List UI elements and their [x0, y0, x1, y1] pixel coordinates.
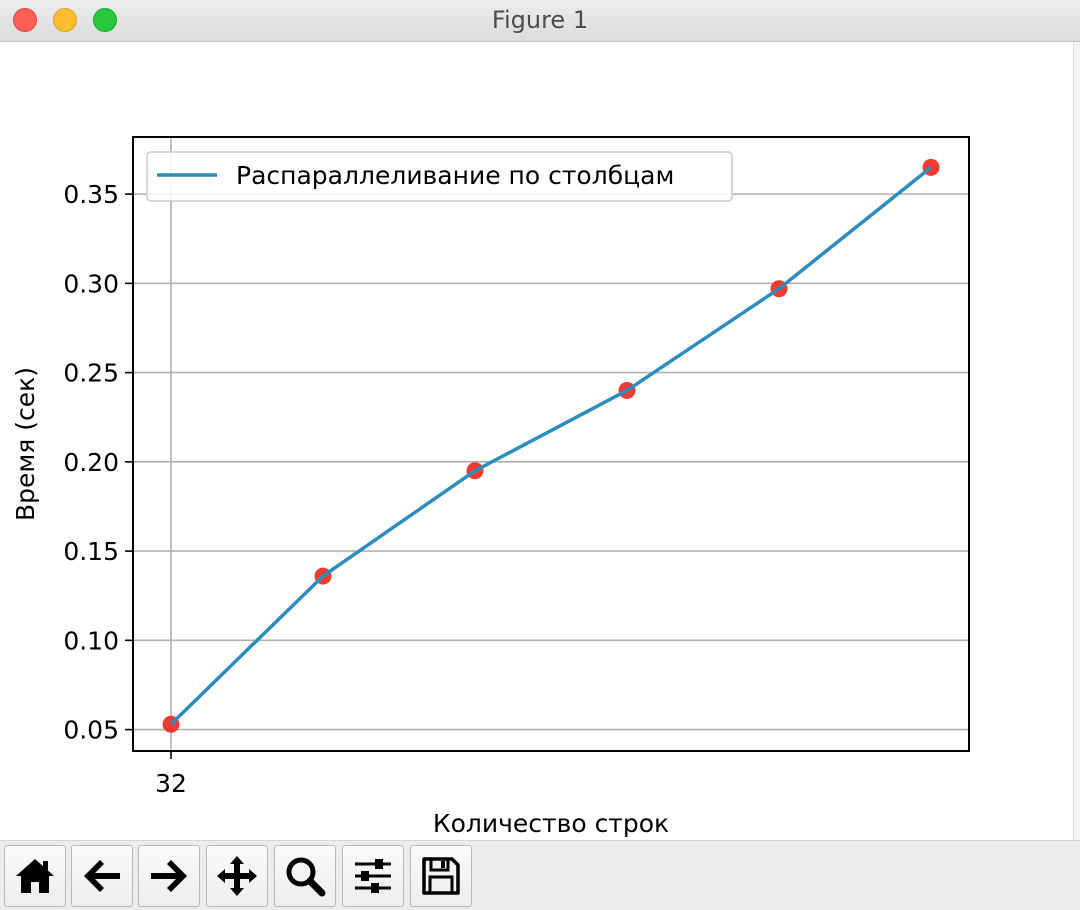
axes-frame — [132, 136, 970, 752]
sliders-icon — [355, 859, 391, 893]
forward-button[interactable] — [138, 845, 200, 907]
x-ticks: 32 — [155, 751, 187, 798]
figure-canvas[interactable]: 0.05 0.10 0.15 0.20 0.25 0.30 0.35 32 Количест… — [0, 42, 1080, 840]
grid-lines — [133, 137, 969, 751]
arrow-right-icon — [151, 860, 187, 892]
y-tick-label: 0.05 — [63, 716, 119, 745]
y-tick-label: 0.20 — [63, 448, 119, 477]
close-window-button[interactable] — [13, 8, 37, 32]
y-tick-label: 0.25 — [63, 359, 119, 388]
magnifier-icon — [286, 857, 326, 897]
legend-label: Распараллеливание по столбцам — [236, 161, 674, 190]
title-bar: Figure 1 — [0, 0, 1080, 42]
save-button[interactable] — [410, 845, 472, 907]
configure-subplots-button[interactable] — [342, 845, 404, 907]
x-axis-label: Количество строк — [433, 809, 669, 838]
pan-button[interactable] — [206, 845, 268, 907]
zoom-window-button[interactable] — [93, 8, 117, 32]
minimize-window-button[interactable] — [53, 8, 77, 32]
y-tick-label: 0.30 — [63, 269, 119, 298]
series-line — [169, 165, 933, 726]
home-button[interactable] — [4, 845, 66, 907]
legend-box — [146, 151, 733, 202]
arrow-left-icon — [84, 860, 120, 892]
back-button[interactable] — [71, 845, 133, 907]
y-tick-label: 0.10 — [63, 626, 119, 655]
home-icon — [16, 859, 54, 893]
x-tick-label: 32 — [155, 769, 187, 798]
zoom-button[interactable] — [274, 845, 336, 907]
window-title: Figure 1 — [491, 6, 589, 34]
y-tick-label: 0.35 — [63, 180, 119, 209]
move-icon — [217, 856, 257, 896]
data-points — [162, 158, 940, 733]
y-ticks: 0.05 0.10 0.15 0.20 0.25 0.30 0.35 — [63, 180, 133, 745]
window-edge — [1073, 42, 1080, 840]
legend: Распараллеливание по столбцам — [146, 151, 733, 202]
navigation-toolbar — [0, 840, 1080, 910]
y-tick-label: 0.15 — [63, 537, 119, 566]
line-chart: 0.05 0.10 0.15 0.20 0.25 0.30 0.35 32 Количест… — [11, 136, 970, 838]
floppy-disk-icon — [422, 857, 460, 895]
y-axis-label: Время (сек) — [11, 367, 40, 521]
